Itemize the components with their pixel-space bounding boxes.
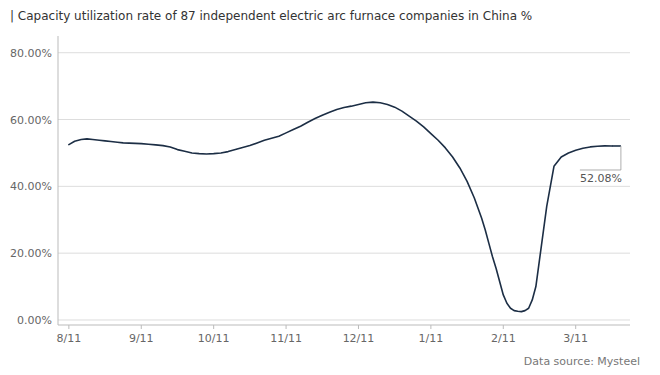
y-tick-label: 0.00% <box>17 314 52 327</box>
x-tick <box>358 325 359 329</box>
grid-line <box>58 52 630 53</box>
x-axis-line <box>58 325 630 326</box>
end-tick <box>612 145 621 147</box>
leader-line <box>580 146 621 170</box>
grid-line <box>58 253 630 254</box>
line <box>69 102 612 311</box>
plot-area <box>69 102 612 311</box>
y-tick-label: 80.00% <box>10 47 52 60</box>
x-tick <box>575 325 576 329</box>
grid-line <box>58 186 630 187</box>
x-tick-label: 8/11 <box>57 332 82 345</box>
x-tick <box>503 325 504 329</box>
grid-line <box>58 319 630 320</box>
y-tick-label: 20.00% <box>10 247 52 260</box>
x-tick-label: 3/11 <box>563 332 588 345</box>
x-tick-label: 10/11 <box>198 332 230 345</box>
background <box>0 0 660 375</box>
chart: | Capacity utilization rate of 87 indepe… <box>0 0 660 375</box>
x-tick-label: 2/11 <box>491 332 516 345</box>
x-tick-label: 12/11 <box>343 332 375 345</box>
source: Data source: Mysteel <box>524 355 640 368</box>
x-tick <box>213 325 214 329</box>
x-tick-label: 11/11 <box>270 332 302 345</box>
annotation: 52.08% <box>580 172 622 185</box>
y-tick-label: 40.00% <box>10 180 52 193</box>
x-tick-label: 1/11 <box>419 332 444 345</box>
x-tick <box>430 325 431 329</box>
grid-line <box>58 119 630 120</box>
y-tick-label: 60.00% <box>10 114 52 127</box>
x-tick <box>286 325 287 329</box>
x-tick-label: 9/11 <box>129 332 154 345</box>
y-axis-line <box>58 36 59 325</box>
title: | Capacity utilization rate of 87 indepe… <box>10 9 532 23</box>
x-tick <box>68 325 69 329</box>
x-tick <box>141 325 142 329</box>
